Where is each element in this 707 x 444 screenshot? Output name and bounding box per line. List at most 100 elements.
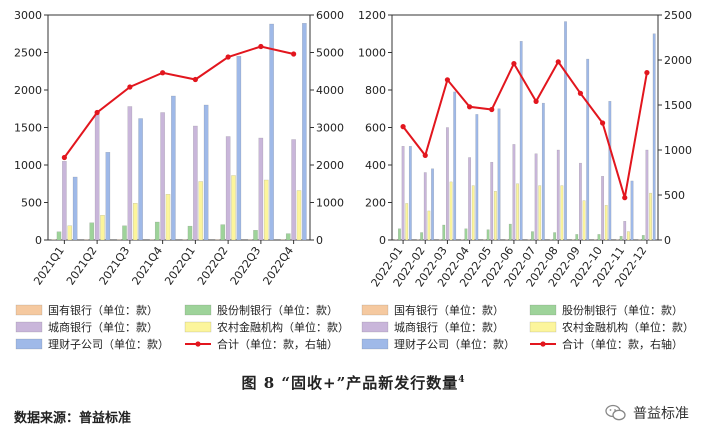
bar-城商银行-2022Q4 — [291, 139, 296, 241]
legend-label-理财子公司: 理财子公司（单位：款） — [48, 337, 169, 351]
bar-城商银行-2021Q4 — [160, 112, 165, 241]
bar-股份制银行-2022-04 — [464, 228, 468, 241]
bar-理财子公司-2022-07 — [541, 102, 545, 241]
x-tick-label: 2021Q4 — [129, 244, 165, 287]
bar-股份制银行-2022Q3 — [253, 230, 258, 241]
bar-理财子公司-2022Q4 — [302, 23, 307, 241]
right-tick-label: 1500 — [664, 99, 692, 112]
bar-理财子公司-2022-04 — [475, 114, 479, 241]
legend-label-国有银行: 国有银行（单位：款） — [48, 303, 158, 317]
bar-城商银行-2022-10 — [601, 176, 605, 241]
bar-理财子公司-2022Q3 — [269, 23, 274, 241]
bar-城商银行-2022Q1 — [193, 125, 198, 241]
bar-股份制银行-2021Q4 — [154, 221, 160, 241]
bar-股份制银行-2022Q2 — [220, 224, 226, 241]
bar-城商银行-2022-06 — [512, 144, 516, 241]
legend-swatch-point — [195, 341, 201, 347]
left-tick-label: 3000 — [14, 9, 42, 22]
x-tick-label: 2021Q2 — [64, 244, 100, 287]
right-tick-label: 2000 — [316, 159, 344, 172]
bar-农村金融机构-2022-08 — [560, 185, 564, 241]
bar-城商银行-2022-11 — [623, 221, 627, 241]
bar-股份制银行-2022-12 — [641, 235, 645, 241]
legend-label-股份制银行: 股份制银行（单位：款） — [217, 303, 338, 317]
bar-城商银行-2022-07 — [534, 153, 538, 241]
bar-股份制银行-2022Q4 — [285, 233, 291, 241]
right-tick-label: 0 — [316, 234, 323, 247]
left-tick-label: 2000 — [14, 84, 42, 97]
figure-title-text: 图 8 “固收+”产品新发行数量 — [241, 374, 459, 392]
bar-股份制银行-2022-01 — [398, 228, 401, 241]
legend-swatch-股份制银行 — [529, 304, 557, 316]
left-tick-label: 200 — [365, 197, 386, 210]
bar-城商银行-2022Q2 — [225, 136, 231, 241]
bar-农村金融机构-2022-07 — [538, 185, 542, 241]
bar-城商银行-2021Q1 — [62, 161, 67, 241]
figure-title-footnote: 4 — [458, 375, 466, 385]
bar-理财子公司-2022-03 — [453, 91, 457, 241]
bar-股份制银行-2022-09 — [575, 234, 579, 241]
total-line-q — [63, 45, 294, 159]
right-tick-label: 3000 — [316, 122, 344, 135]
right-tick-label: 2500 — [664, 9, 692, 22]
bar-城商银行-2021Q3 — [127, 106, 133, 241]
total-point-2022-06 — [511, 61, 517, 67]
total-point-2022-11 — [622, 195, 628, 201]
bar-股份制银行-2022-10 — [597, 234, 601, 241]
bar-农村金融机构-2022-10 — [604, 205, 608, 241]
total-point-2022-12 — [644, 70, 650, 76]
bar-农村金融机构-2021Q4 — [165, 194, 171, 241]
brand-name: 普益标准 — [633, 406, 689, 422]
bar-股份制银行-2022-06 — [508, 223, 512, 241]
bar-农村金融机构-2022-12 — [649, 192, 652, 241]
bar-城商银行-2022-01 — [401, 146, 405, 241]
left-tick-label: 1000 — [14, 159, 42, 172]
chart-canvas: 0500100015002000250030000100020003000400… — [14, 9, 694, 351]
bar-理财子公司-2022-10 — [608, 101, 612, 241]
right-tick-label: 2000 — [664, 54, 692, 67]
bar-农村金融机构-2022-05 — [493, 191, 497, 241]
x-tick-label: 2022Q1 — [162, 244, 198, 287]
bar-农村金融机构-2022Q2 — [231, 175, 236, 241]
bar-城商银行-2022-04 — [468, 157, 472, 241]
bar-农村金融机构-2022-11 — [626, 231, 630, 241]
x-tick-label: 2021Q1 — [31, 244, 67, 287]
bar-股份制银行-2022-11 — [619, 236, 623, 241]
bar-农村金融机构-2022-02 — [427, 210, 431, 241]
total-point-2022-02 — [422, 152, 428, 158]
legend-label-国有银行: 国有银行（单位：款） — [394, 303, 504, 317]
left-tick-label: 0 — [35, 234, 42, 247]
legend-label-合计: 合计（单位：款，右轴） — [562, 337, 683, 351]
left-tick-label: 0 — [379, 234, 386, 247]
bar-理财子公司-2021Q3 — [138, 118, 143, 241]
left-tick-label: 500 — [21, 197, 42, 210]
left-tick-label: 1500 — [14, 122, 42, 135]
figure-title: 图 8 “固收+”产品新发行数量4 — [0, 372, 707, 393]
bar-股份制银行-2021Q1 — [56, 231, 62, 241]
bar-理财子公司-2022-06 — [519, 41, 523, 241]
total-point-2021Q1 — [61, 154, 67, 161]
total-point-2022-05 — [489, 106, 495, 113]
bar-理财子公司-2022-02 — [431, 168, 434, 241]
bar-股份制银行-2022Q1 — [187, 225, 193, 241]
right-tick-label: 5000 — [316, 47, 344, 60]
bar-理财子公司-2022-11 — [630, 180, 634, 241]
total-point-2022-08 — [555, 59, 561, 65]
bar-城商银行-2022-02 — [423, 172, 427, 241]
legend-swatch-理财子公司 — [361, 338, 389, 350]
legend-swatch-国有银行 — [15, 304, 43, 316]
bar-城商银行-2022Q3 — [258, 137, 264, 241]
legend-label-城商银行: 城商银行（单位：款） — [48, 320, 158, 334]
bar-农村金融机构-2022Q4 — [296, 190, 302, 241]
left-tick-label: 600 — [365, 122, 386, 135]
total-point-2022Q2 — [225, 54, 231, 60]
bar-理财子公司-2022-01 — [408, 146, 412, 241]
legend-label-农村金融机构: 农村金融机构（单位：款） — [562, 320, 694, 334]
bar-城商银行-2022-05 — [490, 161, 494, 241]
left-tick-label: 1200 — [358, 9, 386, 22]
bar-股份制银行-2022-03 — [442, 224, 446, 241]
bar-农村金融机构-2022-01 — [405, 203, 409, 241]
legend-label-股份制银行: 股份制银行（单位：款） — [562, 303, 683, 317]
legend-label-农村金融机构: 农村金融机构（单位：款） — [217, 320, 349, 334]
bar-农村金融机构-2022Q3 — [263, 179, 269, 241]
